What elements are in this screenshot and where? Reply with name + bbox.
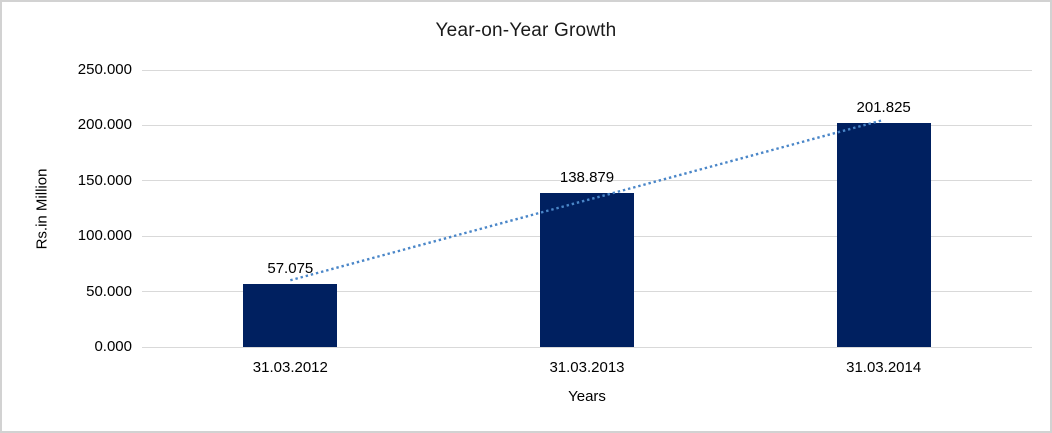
y-tick-label: 250.000	[77, 61, 132, 78]
bar-31.03.2013	[540, 193, 634, 347]
data-label: 138.879	[559, 169, 615, 187]
y-tick-label: 50.000	[86, 282, 132, 300]
gridline	[142, 346, 1032, 348]
chart-title: Year-on-Year Growth	[435, 20, 617, 41]
y-tick-label: 200.000	[77, 116, 132, 134]
gridline	[142, 69, 1032, 71]
data-label: 57.075	[267, 259, 314, 277]
y-tick-label: 100.000	[77, 227, 132, 245]
bar-31.03.2012	[243, 283, 338, 347]
y-tick-label: 0.000	[94, 338, 132, 355]
x-tick-label: 31.03.2014	[846, 359, 922, 376]
data-label: 201.825	[856, 99, 911, 117]
x-axis-title: Years	[568, 388, 606, 405]
y-tick-label: 150.000	[77, 171, 132, 189]
bar-31.03.2014	[836, 123, 931, 347]
x-tick-label: 31.03.2013	[549, 359, 625, 376]
x-tick-label: 31.03.2012	[252, 359, 328, 376]
